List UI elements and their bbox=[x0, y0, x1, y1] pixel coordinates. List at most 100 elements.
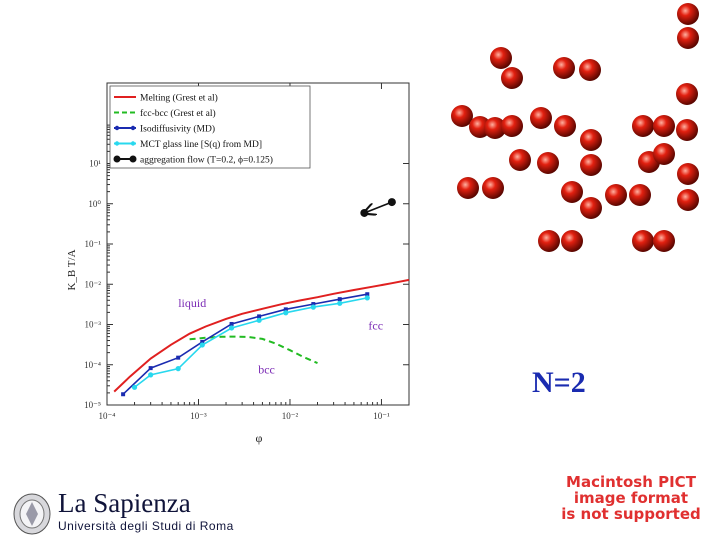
data-point bbox=[121, 392, 126, 397]
data-point bbox=[200, 339, 205, 344]
series-line bbox=[189, 335, 318, 365]
legend-entry: Melting (Grest et al) bbox=[140, 93, 218, 104]
particle-snapshot bbox=[451, 3, 699, 252]
particle bbox=[677, 163, 699, 185]
axis-ticks: 10⁻⁴ 10⁻³ 10⁻² 10⁻¹10⁻⁵10⁻⁴10⁻³10⁻²10⁻¹10⁰1… bbox=[84, 83, 410, 421]
particle bbox=[676, 83, 698, 105]
particle bbox=[561, 230, 583, 252]
legend-box bbox=[109, 85, 311, 169]
placeholder-line-1: Macintosh PICT bbox=[566, 473, 696, 491]
data-point bbox=[283, 307, 288, 312]
particle bbox=[484, 117, 506, 139]
series-line bbox=[113, 278, 410, 393]
region-label: fcc bbox=[368, 319, 383, 333]
series-line bbox=[122, 293, 368, 395]
legend-marker bbox=[130, 125, 136, 131]
particle bbox=[451, 105, 473, 127]
particle bbox=[632, 115, 654, 137]
data-point bbox=[311, 302, 316, 307]
legend-entry: MCT glass line [S(q) from MD] bbox=[140, 139, 262, 150]
particle bbox=[580, 154, 602, 176]
data-point bbox=[148, 372, 154, 378]
particle bbox=[580, 197, 602, 219]
y-tick-label: 10⁰ bbox=[88, 199, 101, 209]
y-tick-label: 10⁻² bbox=[85, 279, 102, 289]
x-tick-label: 10⁻² bbox=[282, 411, 299, 421]
data-point bbox=[364, 295, 370, 301]
series-layer bbox=[113, 198, 410, 397]
logo-subtitle: Università degli Studi di Roma bbox=[58, 519, 234, 533]
particle bbox=[554, 115, 576, 137]
particle bbox=[530, 107, 552, 129]
particle bbox=[653, 115, 675, 137]
placeholder-line-3: is not supported bbox=[561, 505, 701, 523]
x-tick-label: 10⁻¹ bbox=[373, 411, 390, 421]
particle bbox=[580, 129, 602, 151]
particle bbox=[653, 230, 675, 252]
legend-entry: aggregation flow (T=0.2, ϕ=0.125) bbox=[140, 155, 273, 166]
legend-entry: fcc-bcc (Grest et al) bbox=[140, 108, 216, 119]
legend: Melting (Grest et al) fcc-bcc (Grest et a… bbox=[109, 85, 311, 169]
particle bbox=[553, 57, 575, 79]
y-tick-label: 10⁻³ bbox=[85, 320, 102, 330]
particle bbox=[537, 152, 559, 174]
data-point bbox=[148, 366, 153, 371]
university-emblem-icon bbox=[13, 493, 51, 535]
particle bbox=[677, 3, 699, 25]
data-point bbox=[256, 317, 262, 323]
region-label: bcc bbox=[258, 363, 275, 377]
data-point bbox=[337, 297, 342, 302]
particle bbox=[561, 181, 583, 203]
particle bbox=[677, 27, 699, 49]
particle bbox=[509, 149, 531, 171]
data-point bbox=[387, 198, 396, 207]
data-point bbox=[176, 355, 181, 360]
legend-marker bbox=[130, 141, 136, 146]
unsupported-image-placeholder: Macintosh PICT image format is not suppo… bbox=[540, 474, 720, 522]
data-point bbox=[310, 304, 316, 310]
particle bbox=[538, 230, 560, 252]
logo-title: La Sapienza bbox=[58, 488, 191, 518]
particle bbox=[501, 67, 523, 89]
y-axis-label: K_B T/A bbox=[66, 249, 78, 290]
y-tick-label: 10⁻⁴ bbox=[84, 360, 101, 370]
data-point bbox=[365, 292, 370, 297]
x-axis-label: φ bbox=[256, 431, 263, 445]
particle bbox=[676, 119, 698, 141]
data-point bbox=[283, 310, 289, 316]
placeholder-line-2: image format bbox=[573, 489, 689, 507]
annotations: liquid fcc bcc bbox=[178, 296, 383, 377]
y-tick-label: 10⁻¹ bbox=[85, 239, 102, 249]
data-point bbox=[228, 325, 235, 331]
particle bbox=[579, 59, 601, 81]
data-point bbox=[175, 366, 181, 372]
legend-marker bbox=[114, 141, 120, 146]
legend-marker bbox=[114, 125, 120, 131]
data-point bbox=[257, 314, 262, 319]
data-point bbox=[337, 300, 343, 306]
legend-marker bbox=[129, 155, 137, 163]
legend-marker bbox=[113, 155, 121, 163]
data-point bbox=[131, 384, 138, 390]
particle bbox=[653, 143, 675, 165]
university-logo: La Sapienza Università degli Studi di Ro… bbox=[8, 488, 268, 540]
legend-entry: Isodiffusivity (MD) bbox=[140, 124, 215, 135]
y-tick-label: 10⁻⁵ bbox=[84, 400, 101, 410]
data-point bbox=[199, 342, 205, 348]
particle bbox=[677, 189, 699, 211]
particle bbox=[490, 47, 512, 69]
data-point bbox=[229, 321, 234, 326]
particle bbox=[632, 230, 654, 252]
x-tick-label: 10⁻³ bbox=[190, 411, 207, 421]
x-tick-label: 10⁻⁴ bbox=[99, 411, 116, 421]
particle bbox=[482, 177, 504, 199]
series-line bbox=[134, 297, 368, 388]
particle bbox=[457, 177, 479, 199]
particle-count-label: N=2 bbox=[532, 366, 586, 399]
particle bbox=[605, 184, 627, 206]
region-label: liquid bbox=[178, 296, 206, 310]
particle bbox=[629, 184, 651, 206]
y-tick-label: 10¹ bbox=[89, 159, 101, 169]
data-point bbox=[360, 208, 369, 217]
